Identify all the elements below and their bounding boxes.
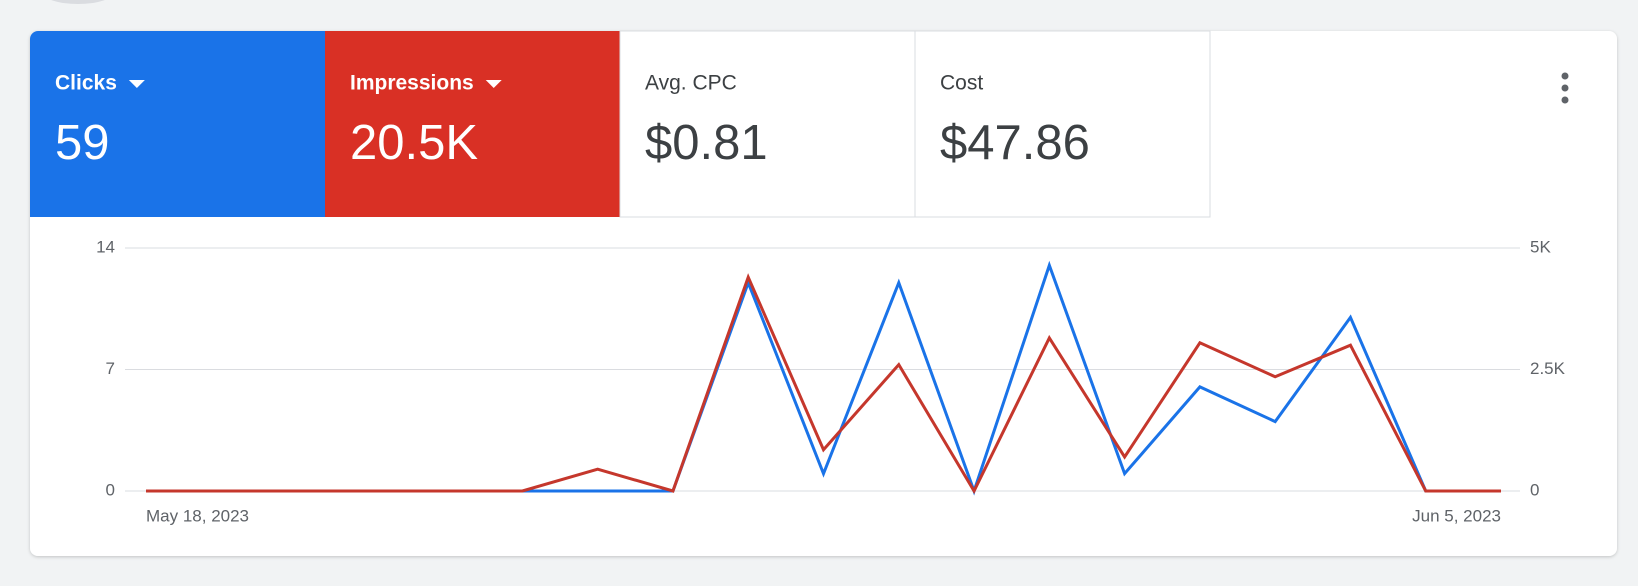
tile-bg: [30, 31, 325, 217]
y-tick-label: 14: [96, 237, 115, 256]
tile-bg: [325, 31, 620, 217]
metric-value: 59: [55, 116, 110, 170]
y2-tick-label: 5K: [1530, 237, 1551, 256]
x-tick-label: May 18, 2023: [146, 506, 249, 525]
more-menu[interactable]: [1561, 72, 1569, 104]
y2-tick-label: 2.5K: [1530, 359, 1566, 378]
x-tick-label: Jun 5, 2023: [1412, 506, 1501, 525]
metric-label: Clicks: [55, 72, 117, 95]
y-tick-label: 0: [106, 480, 115, 499]
tile-bg: [619, 30, 916, 218]
y-tick-label: 7: [106, 359, 115, 378]
metric-value: 20.5K: [350, 116, 478, 170]
tile-bg: [914, 30, 1211, 218]
metric-tile[interactable]: Impressions 20.5K: [325, 31, 620, 217]
dropdown-arrow: [128, 80, 145, 88]
metric-tile[interactable]: Clicks 59: [30, 31, 325, 217]
metric-tiles: Clicks 59 Impressions 20.5K Avg. CPC $0.81 Cos…: [30, 30, 1211, 218]
metric-tile[interactable]: Cost $47.86: [914, 30, 1211, 218]
metric-label: Impressions: [350, 72, 474, 95]
avatar: [51, 0, 105, 4]
metric-value: $0.81: [645, 116, 768, 170]
metric-label: Avg. CPC: [645, 72, 737, 95]
y2-tick-label: 0: [1530, 480, 1539, 499]
metric-value: $47.86: [940, 116, 1090, 170]
series-line: [146, 273, 1501, 495]
chart: 0 7 14 0 2.5K 5K May 18, 2023 Jun 5, 2023: [96, 237, 1566, 525]
metric-label: Cost: [940, 72, 983, 95]
metric-tile[interactable]: Avg. CPC $0.81: [619, 30, 916, 218]
dropdown-arrow: [485, 80, 502, 88]
